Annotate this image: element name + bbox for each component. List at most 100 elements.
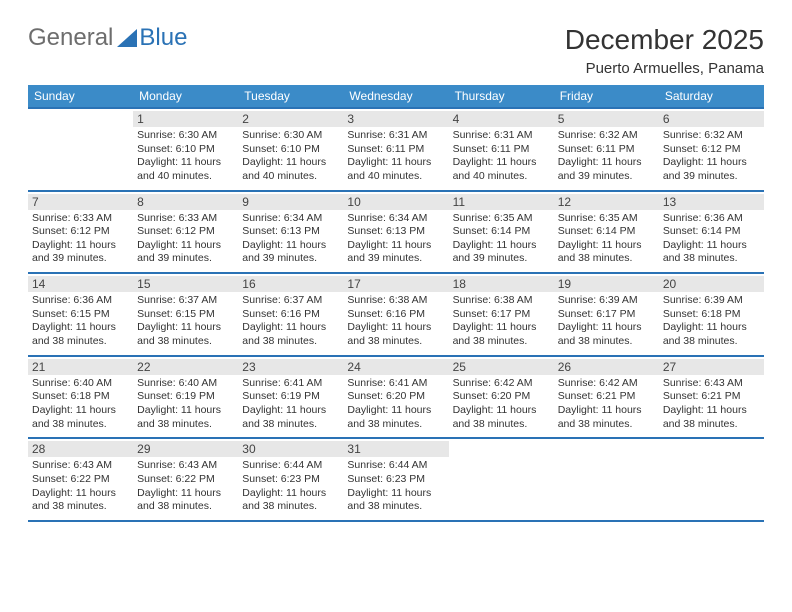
- day-info: Sunrise: 6:31 AMSunset: 6:11 PMDaylight:…: [453, 129, 550, 184]
- day-cell: 5Sunrise: 6:32 AMSunset: 6:11 PMDaylight…: [554, 109, 659, 190]
- day-cell: 24 Sunrise: 6:41 AMSunset: 6:20 PMDayligh…: [343, 357, 448, 438]
- day-number: 4: [449, 111, 554, 127]
- day-number: 8: [133, 194, 238, 210]
- day-info: Sunrise: 6:38 AMSunset: 6:16 PMDaylight:…: [347, 294, 444, 349]
- day-cell: 9 Sunrise: 6:34 AMSunset: 6:13 PMDaylight…: [238, 192, 343, 273]
- day-number: 22: [133, 359, 238, 375]
- day-cell: 29 Sunrise: 6:43 AMSunset: 6:22 PMDayligh…: [133, 439, 238, 520]
- day-cell: 21Sunrise: 6:40 AMSunset: 6:18 PMDayligh…: [28, 357, 133, 438]
- week-row: 28Sunrise: 6:43 AMSunset: 6:22 PMDayligh…: [28, 437, 764, 520]
- day-info: Sunrise: 6:34 AMSunset: 6:13 PMDaylight:…: [242, 212, 339, 267]
- day-info: Sunrise: 6:32 AMSunset: 6:12 PMDaylight:…: [663, 129, 760, 184]
- week-row: 14Sunrise: 6:36 AMSunset: 6:15 PMDayligh…: [28, 272, 764, 355]
- day-info: Sunrise: 6:36 AMSunset: 6:15 PMDaylight:…: [32, 294, 129, 349]
- day-info: Sunrise: 6:36 AMSunset: 6:14 PMDaylight:…: [663, 212, 760, 267]
- day-cell: 20 Sunrise: 6:39 AMSunset: 6:18 PMDayligh…: [659, 274, 764, 355]
- day-cell: 2 Sunrise: 6:30 AMSunset: 6:10 PMDaylight…: [238, 109, 343, 190]
- day-cell: 6Sunrise: 6:32 AMSunset: 6:12 PMDaylight…: [659, 109, 764, 190]
- day-info: Sunrise: 6:39 AMSunset: 6:18 PMDaylight:…: [663, 294, 760, 349]
- weekday-header: Friday: [554, 85, 659, 107]
- day-number: 3: [343, 111, 448, 127]
- day-cell: 27 Sunrise: 6:43 AMSunset: 6:21 PMDayligh…: [659, 357, 764, 438]
- empty-cell: [554, 439, 659, 520]
- weekday-header: Sunday: [28, 85, 133, 107]
- day-info: Sunrise: 6:39 AMSunset: 6:17 PMDaylight:…: [558, 294, 655, 349]
- day-info: Sunrise: 6:43 AMSunset: 6:22 PMDaylight:…: [32, 459, 129, 514]
- day-number: 20: [659, 276, 764, 292]
- day-cell: 26 Sunrise: 6:42 AMSunset: 6:21 PMDayligh…: [554, 357, 659, 438]
- day-cell: 28 Sunrise: 6:43 AMSunset: 6:22 PMDayligh…: [28, 439, 133, 520]
- logo-word1: General: [28, 24, 113, 52]
- day-info: Sunrise: 6:35 AMSunset: 6:14 PMDaylight:…: [558, 212, 655, 267]
- weekday-header: Wednesday: [343, 85, 448, 107]
- logo-word2: Blue: [139, 27, 187, 49]
- day-info: Sunrise: 6:38 AMSunset: 6:17 PMDaylight:…: [453, 294, 550, 349]
- day-info: Sunrise: 6:42 AMSunset: 6:21 PMDaylight:…: [558, 377, 655, 432]
- day-number: 19: [554, 276, 659, 292]
- day-number: 29: [133, 441, 238, 457]
- day-number: 23: [238, 359, 343, 375]
- day-info: Sunrise: 6:41 AMSunset: 6:20 PMDaylight:…: [347, 377, 444, 432]
- day-cell: 4 Sunrise: 6:31 AMSunset: 6:11 PMDaylight…: [449, 109, 554, 190]
- day-info: Sunrise: 6:31 AMSunset: 6:11 PMDaylight:…: [347, 129, 444, 184]
- day-number: 28: [28, 441, 133, 457]
- day-cell: 19 Sunrise: 6:39 AMSunset: 6:17 PMDayligh…: [554, 274, 659, 355]
- day-number: 24: [343, 359, 448, 375]
- day-number: 21: [28, 359, 133, 375]
- weekday-header: Monday: [133, 85, 238, 107]
- weekday-header: Thursday: [449, 85, 554, 107]
- day-info: Sunrise: 6:30 AMSunset: 6:10 PMDaylight:…: [137, 129, 234, 184]
- day-number: 13: [659, 194, 764, 210]
- day-info: Sunrise: 6:32 AMSunset: 6:11 PMDaylight:…: [558, 129, 655, 184]
- day-cell: 11 Sunrise: 6:35 AMSunset: 6:14 PMDayligh…: [449, 192, 554, 273]
- day-number: 25: [449, 359, 554, 375]
- day-cell: 1Sunrise: 6:30 AMSunset: 6:10 PMDaylight…: [133, 109, 238, 190]
- day-info: Sunrise: 6:43 AMSunset: 6:21 PMDaylight:…: [663, 377, 760, 432]
- day-cell: 10Sunrise: 6:34 AMSunset: 6:13 PMDayligh…: [343, 192, 448, 273]
- day-info: Sunrise: 6:35 AMSunset: 6:14 PMDaylight:…: [453, 212, 550, 267]
- day-info: Sunrise: 6:42 AMSunset: 6:20 PMDaylight:…: [453, 377, 550, 432]
- weekday-header: Saturday: [659, 85, 764, 107]
- day-info: Sunrise: 6:40 AMSunset: 6:19 PMDaylight:…: [137, 377, 234, 432]
- day-number: 31: [343, 441, 448, 457]
- day-number: 11: [449, 194, 554, 210]
- day-info: Sunrise: 6:44 AMSunset: 6:23 PMDaylight:…: [347, 459, 444, 514]
- day-cell: 22 Sunrise: 6:40 AMSunset: 6:19 PMDayligh…: [133, 357, 238, 438]
- day-cell: 30 Sunrise: 6:44 AMSunset: 6:23 PMDayligh…: [238, 439, 343, 520]
- day-info: Sunrise: 6:43 AMSunset: 6:22 PMDaylight:…: [137, 459, 234, 514]
- day-info: Sunrise: 6:30 AMSunset: 6:10 PMDaylight:…: [242, 129, 339, 184]
- day-cell: 18Sunrise: 6:38 AMSunset: 6:17 PMDayligh…: [449, 274, 554, 355]
- day-info: Sunrise: 6:34 AMSunset: 6:13 PMDaylight:…: [347, 212, 444, 267]
- empty-cell: [659, 439, 764, 520]
- day-cell: 14Sunrise: 6:36 AMSunset: 6:15 PMDayligh…: [28, 274, 133, 355]
- day-number: 26: [554, 359, 659, 375]
- day-number: 16: [238, 276, 343, 292]
- weekday-header-row: SundayMondayTuesdayWednesdayThursdayFrid…: [28, 85, 764, 107]
- day-cell: 25 Sunrise: 6:42 AMSunset: 6:20 PMDayligh…: [449, 357, 554, 438]
- day-cell: 13 Sunrise: 6:36 AMSunset: 6:14 PMDayligh…: [659, 192, 764, 273]
- day-number: 7: [28, 194, 133, 210]
- day-info: Sunrise: 6:37 AMSunset: 6:16 PMDaylight:…: [242, 294, 339, 349]
- day-info: Sunrise: 6:37 AMSunset: 6:15 PMDaylight:…: [137, 294, 234, 349]
- day-cell: 16 Sunrise: 6:37 AMSunset: 6:16 PMDayligh…: [238, 274, 343, 355]
- week-row: 1Sunrise: 6:30 AMSunset: 6:10 PMDaylight…: [28, 107, 764, 190]
- logo: General Blue: [28, 24, 187, 52]
- empty-cell: [28, 109, 133, 190]
- day-cell: 3 Sunrise: 6:31 AMSunset: 6:11 PMDaylight…: [343, 109, 448, 190]
- day-number: 2: [238, 111, 343, 127]
- calendar-grid: SundayMondayTuesdayWednesdayThursdayFrid…: [28, 85, 764, 522]
- day-number: 30: [238, 441, 343, 457]
- day-cell: 17 Sunrise: 6:38 AMSunset: 6:16 PMDayligh…: [343, 274, 448, 355]
- day-number: 9: [238, 194, 343, 210]
- day-cell: 8Sunrise: 6:33 AMSunset: 6:12 PMDaylight…: [133, 192, 238, 273]
- day-info: Sunrise: 6:44 AMSunset: 6:23 PMDaylight:…: [242, 459, 339, 514]
- page-title: December 2025: [565, 24, 764, 56]
- day-number: 17: [343, 276, 448, 292]
- day-number: 12: [554, 194, 659, 210]
- week-row: 7Sunrise: 6:33 AMSunset: 6:12 PMDaylight…: [28, 190, 764, 273]
- day-cell: 23Sunrise: 6:41 AMSunset: 6:19 PMDayligh…: [238, 357, 343, 438]
- week-row: 21Sunrise: 6:40 AMSunset: 6:18 PMDayligh…: [28, 355, 764, 438]
- day-number: 27: [659, 359, 764, 375]
- day-cell: 7Sunrise: 6:33 AMSunset: 6:12 PMDaylight…: [28, 192, 133, 273]
- location-label: Puerto Armuelles, Panama: [565, 60, 764, 77]
